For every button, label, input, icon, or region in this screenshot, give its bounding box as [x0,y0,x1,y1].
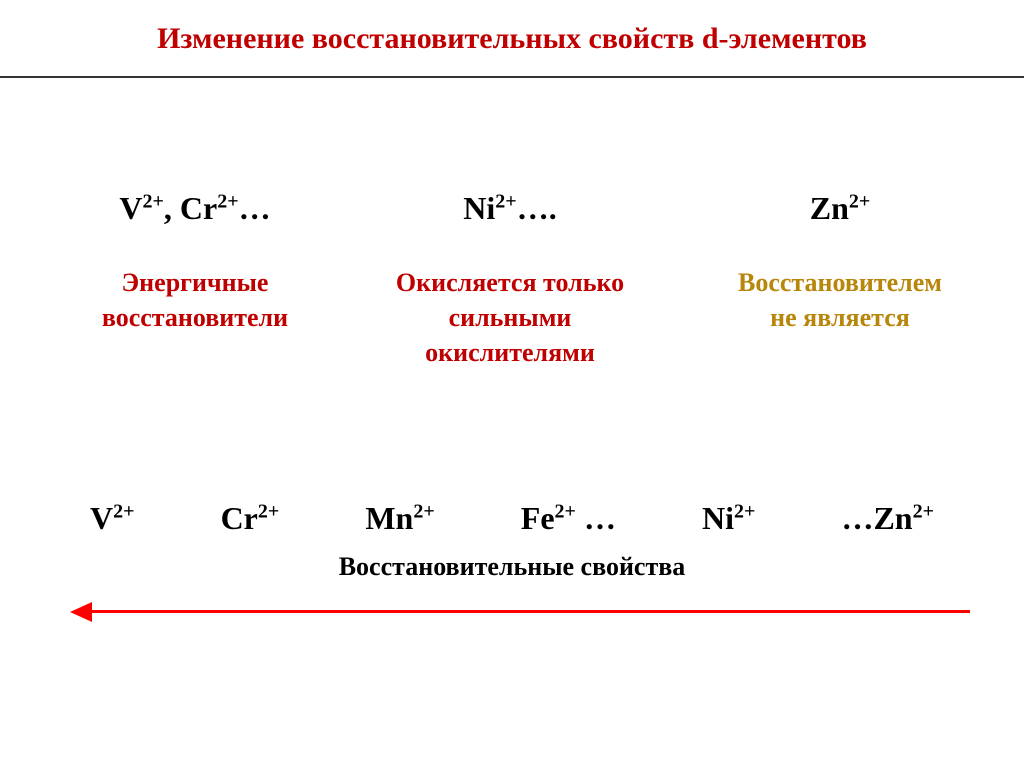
series-item: Ni2+ [702,500,755,537]
ion-mid: Ni2+…. [370,190,650,227]
series-label: Восстановительные свойства [0,552,1024,582]
desc-mid-line2: сильными [449,303,572,332]
series-item: V2+ [90,500,135,537]
desc-right: Восстановителем не является [700,265,980,335]
ion-right: Zn2+ [700,190,980,227]
series-item: Cr2+ [221,500,280,537]
series-item: Mn2+ [365,500,434,537]
desc-left: Энергичные восстановители [60,265,330,335]
series-item: Fe2+ … [521,500,616,537]
desc-left-line1: Энергичные [122,268,269,297]
desc-right-line2: не является [770,303,910,332]
ion-left: V2+, Cr2+… [60,190,330,227]
column-left: V2+, Cr2+… Энергичные восстановители [60,190,330,335]
desc-mid: Окисляется только сильными окислителями [370,265,650,370]
series-item: …Zn2+ [841,500,934,537]
desc-mid-line1: Окисляется только [396,268,624,297]
desc-mid-line3: окислителями [425,338,595,367]
title-divider [0,76,1024,78]
column-mid: Ni2+…. Окисляется только сильными окисли… [370,190,650,370]
trend-arrow [70,600,970,624]
ion-series: V2+ Cr2+ Mn2+ Fe2+ … Ni2+ …Zn2+ [90,500,934,537]
desc-right-line1: Восстановителем [738,268,942,297]
arrow-head-icon [70,602,92,622]
column-right: Zn2+ Восстановителем не является [700,190,980,335]
slide-title: Изменение восстановительных свойств d-эл… [0,22,1024,56]
arrow-line [84,610,970,613]
desc-left-line2: восстановители [102,303,288,332]
